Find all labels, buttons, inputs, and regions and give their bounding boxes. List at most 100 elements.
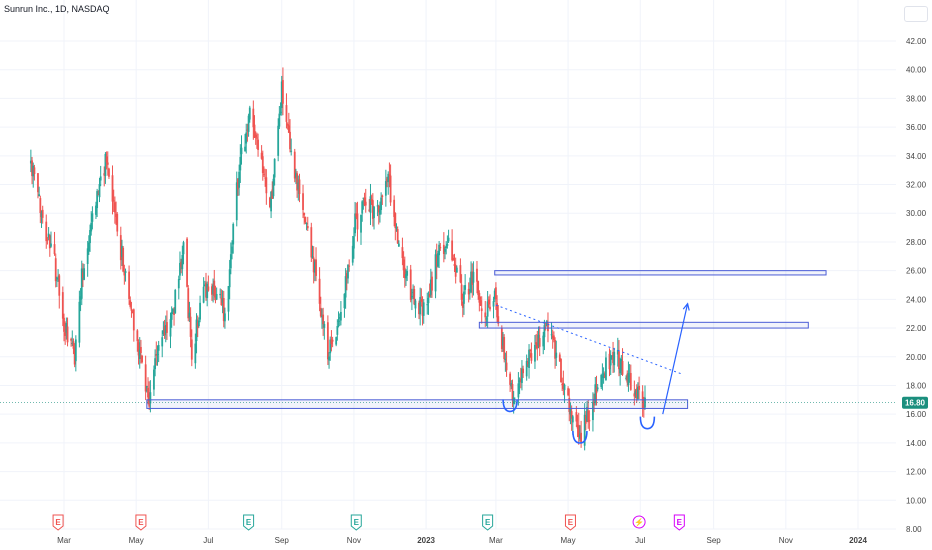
candle xyxy=(296,171,299,198)
candle xyxy=(254,131,257,145)
candle xyxy=(322,307,325,336)
candle xyxy=(46,237,49,245)
candle xyxy=(396,226,399,244)
y-tick-label: 40.00 xyxy=(906,66,927,75)
candle xyxy=(170,306,173,328)
candle xyxy=(620,355,623,376)
candle xyxy=(535,334,538,350)
candle xyxy=(195,313,198,354)
candle xyxy=(203,280,206,287)
candle xyxy=(177,275,180,300)
candle xyxy=(511,379,514,408)
candle xyxy=(600,373,603,390)
y-tick-label: 14.00 xyxy=(906,439,927,448)
candle xyxy=(237,178,239,196)
bottom-arc-drawing[interactable] xyxy=(502,399,518,413)
candle xyxy=(601,363,604,391)
candle xyxy=(489,294,491,312)
x-tick-label: Jul xyxy=(203,536,213,545)
candle xyxy=(89,224,91,252)
bottom-arc-drawing[interactable] xyxy=(639,416,656,430)
candle xyxy=(238,164,241,196)
candle xyxy=(468,277,471,300)
candles xyxy=(29,67,646,451)
candle xyxy=(303,212,306,225)
event-marker-earnings-positive[interactable]: E xyxy=(350,514,362,531)
candle xyxy=(335,336,338,347)
candle xyxy=(247,113,250,137)
candle xyxy=(119,226,122,270)
candle xyxy=(542,331,545,355)
y-tick-label: 34.00 xyxy=(906,152,927,161)
candle xyxy=(161,330,164,358)
candle xyxy=(215,287,218,301)
last-price-tag: 16.80 xyxy=(902,396,928,409)
support-resistance-zone[interactable] xyxy=(494,270,827,276)
candle xyxy=(186,237,188,288)
candle xyxy=(605,351,607,381)
candle xyxy=(38,186,41,197)
candle xyxy=(297,175,300,201)
candle xyxy=(455,265,458,273)
candle xyxy=(584,411,587,431)
support-resistance-zone[interactable] xyxy=(146,399,689,409)
candle xyxy=(577,412,580,445)
event-marker-split-dividend[interactable]: ⚡ xyxy=(632,515,646,529)
event-marker-earnings-negative[interactable]: E xyxy=(564,514,576,531)
candle xyxy=(196,315,199,338)
candle xyxy=(502,332,504,352)
event-marker-earnings-negative[interactable]: E xyxy=(52,514,64,531)
candle xyxy=(189,307,192,348)
candle xyxy=(610,355,613,360)
candle xyxy=(113,196,116,224)
candle xyxy=(273,158,276,186)
candle xyxy=(105,151,108,170)
candle xyxy=(149,380,152,413)
candle xyxy=(356,201,359,242)
event-marker-earnings-upcoming[interactable]: E xyxy=(673,514,685,531)
candle xyxy=(91,206,94,230)
candle xyxy=(345,270,348,291)
candle xyxy=(155,341,158,366)
candle xyxy=(419,287,422,326)
candle xyxy=(331,336,334,348)
support-resistance-zone[interactable] xyxy=(478,321,809,329)
candle xyxy=(33,164,36,181)
candle xyxy=(594,377,597,406)
candle xyxy=(427,291,430,315)
candle xyxy=(459,258,462,284)
candle xyxy=(435,243,438,280)
last-price-label: 16.80 xyxy=(905,399,926,408)
candle xyxy=(70,337,72,347)
event-markers: E E E E E E ⚡ E xyxy=(52,514,685,531)
x-tick-label: Jul xyxy=(635,536,645,545)
dotted-trendline[interactable] xyxy=(495,304,682,375)
event-marker-earnings-negative[interactable]: E xyxy=(135,514,147,531)
candle xyxy=(124,268,127,282)
candle xyxy=(293,148,296,183)
candle xyxy=(389,164,392,206)
projection-arrow[interactable] xyxy=(662,303,689,415)
chart-settings-button[interactable] xyxy=(904,6,928,22)
candle xyxy=(164,315,167,343)
candle xyxy=(386,176,388,188)
candle xyxy=(429,268,432,298)
candle xyxy=(235,171,238,227)
candle xyxy=(48,234,51,257)
candle xyxy=(395,223,398,232)
event-marker-earnings-positive[interactable]: E xyxy=(482,514,494,531)
event-marker-earnings-positive[interactable]: E xyxy=(243,514,255,531)
candle xyxy=(487,296,490,308)
candle xyxy=(362,197,365,210)
candle xyxy=(453,253,456,273)
bottom-arc-drawing[interactable] xyxy=(572,431,588,444)
candle xyxy=(442,232,445,263)
candle xyxy=(129,296,132,309)
candle xyxy=(180,258,183,274)
y-tick-label: 26.00 xyxy=(906,267,927,276)
candle xyxy=(439,242,442,251)
candle xyxy=(608,348,611,377)
candle xyxy=(467,282,470,303)
x-tick-label: Mar xyxy=(489,536,503,545)
